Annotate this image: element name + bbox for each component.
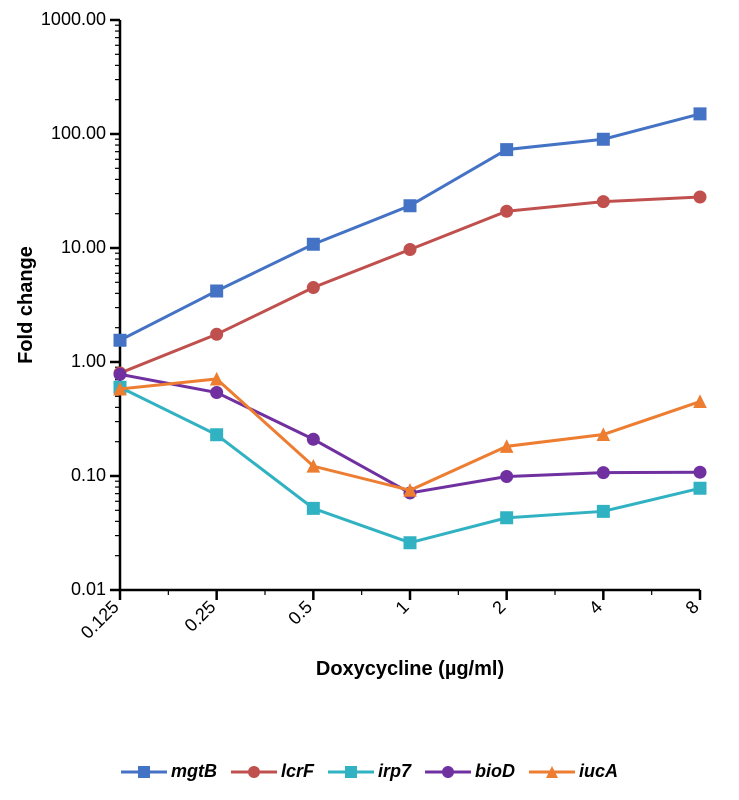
x-axis-title: Doxycycline (µg/ml) xyxy=(316,658,504,680)
marker-lcrF xyxy=(501,205,513,217)
marker-bioD xyxy=(501,470,513,482)
marker-lcrF xyxy=(694,191,706,203)
y-tick-label: 0.01 xyxy=(71,579,106,599)
series-line-mgtB xyxy=(120,114,700,340)
marker-irp7 xyxy=(694,482,706,494)
legend: mgtB lcrF irp7 bioD iucA xyxy=(0,761,739,782)
marker-mgtB xyxy=(597,133,609,145)
legend-swatch-mgtB xyxy=(121,762,167,782)
marker-bioD xyxy=(694,466,706,478)
legend-item-lcrF: lcrF xyxy=(231,761,314,782)
x-tick-label: 0.25 xyxy=(181,597,220,636)
marker-mgtB xyxy=(694,108,706,120)
marker-irp7 xyxy=(597,505,609,517)
series-line-irp7 xyxy=(120,387,700,542)
marker-mgtB xyxy=(501,144,513,156)
legend-swatch-iucA xyxy=(529,762,575,782)
legend-item-iucA: iucA xyxy=(529,761,618,782)
y-tick-label: 1.00 xyxy=(71,351,106,371)
marker-bioD xyxy=(114,368,126,380)
y-tick-label: 10.00 xyxy=(61,237,106,257)
y-axis-title: Fold change xyxy=(15,246,37,364)
legend-swatch-bioD xyxy=(425,762,471,782)
marker-irp7 xyxy=(307,502,319,514)
y-tick-label: 1000.00 xyxy=(41,9,106,29)
legend-item-bioD: bioD xyxy=(425,761,515,782)
series-line-bioD xyxy=(120,374,700,493)
legend-swatch-lcrF xyxy=(231,762,277,782)
marker-mgtB xyxy=(307,238,319,250)
marker-lcrF xyxy=(597,196,609,208)
legend-item-mgtB: mgtB xyxy=(121,761,217,782)
marker-irp7 xyxy=(404,537,416,549)
marker-lcrF xyxy=(404,244,416,256)
legend-label-irp7: irp7 xyxy=(378,761,411,782)
marker-bioD xyxy=(211,387,223,399)
marker-bioD xyxy=(307,433,319,445)
y-tick-label: 100.00 xyxy=(51,123,106,143)
marker-irp7 xyxy=(501,512,513,524)
legend-item-irp7: irp7 xyxy=(328,761,411,782)
legend-label-lcrF: lcrF xyxy=(281,761,314,782)
series-line-lcrF xyxy=(120,197,700,373)
marker-bioD xyxy=(597,467,609,479)
marker-mgtB xyxy=(114,334,126,346)
legend-swatch-irp7 xyxy=(328,762,374,782)
x-tick-label: 0.125 xyxy=(77,597,123,643)
legend-label-bioD: bioD xyxy=(475,761,515,782)
marker-lcrF xyxy=(307,282,319,294)
fold-change-chart: 0.01 0.10 1.00 10.00 100.00 1000.00 0.125 0.25 0… xyxy=(0,0,739,740)
legend-label-mgtB: mgtB xyxy=(171,761,217,782)
y-tick-label: 0.10 xyxy=(71,465,106,485)
legend-label-iucA: iucA xyxy=(579,761,618,782)
marker-lcrF xyxy=(211,328,223,340)
marker-irp7 xyxy=(211,429,223,441)
marker-mgtB xyxy=(404,200,416,212)
x-tick-label: 0.5 xyxy=(284,597,316,629)
marker-mgtB xyxy=(211,285,223,297)
